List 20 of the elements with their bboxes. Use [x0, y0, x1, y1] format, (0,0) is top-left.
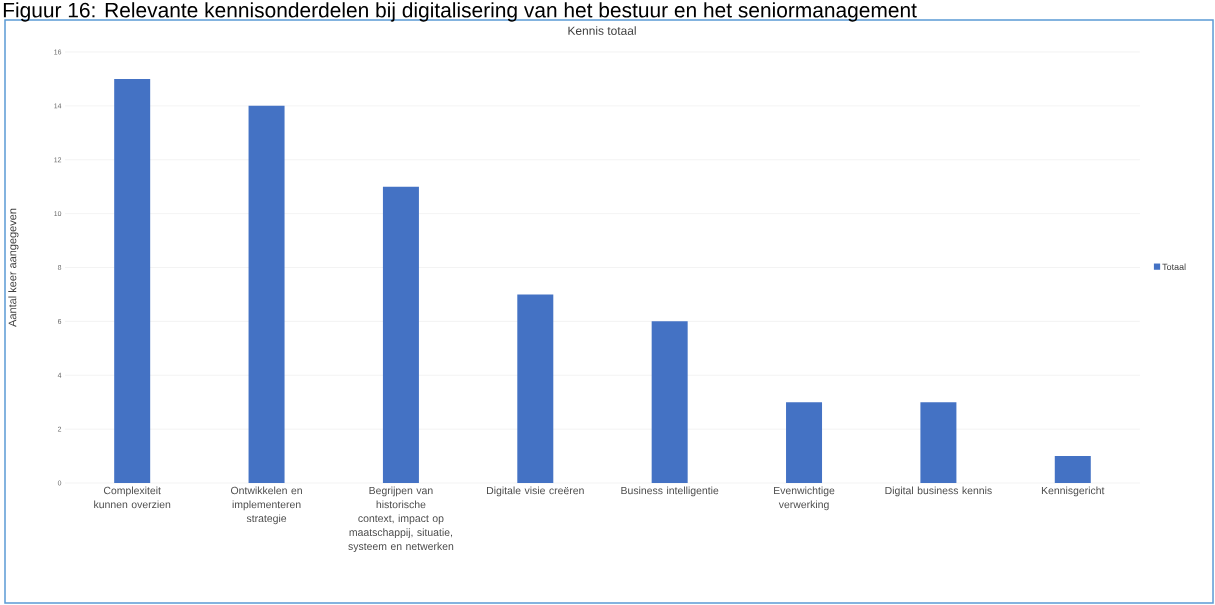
bar: [786, 402, 823, 483]
bar: [114, 78, 151, 483]
bar: [248, 105, 285, 483]
bar: [382, 186, 419, 483]
x-tick-label: Evenwichtige verwerking: [774, 486, 835, 511]
x-tick-label: Complexiteit kunnen overzien: [94, 486, 171, 509]
y-axis-title: Aantal keer aangegeven: [8, 208, 19, 327]
x-tick-label: Digital business kennis: [885, 486, 992, 497]
x-tick-label: Kennisgericht: [1041, 486, 1105, 497]
x-tick-label: Business intelligentie: [621, 486, 719, 497]
x-tick-label: Begrijpen van historische context, impact op maatschappij, situatie, systeem en netwerken: [348, 486, 454, 553]
bar: [1054, 456, 1091, 483]
x-tick-label: Ontwikkelen en implementeren strategie: [231, 486, 302, 525]
x-tick-label: Digitale visie creëren: [487, 486, 584, 497]
bar: [517, 294, 554, 483]
bar: [651, 321, 688, 483]
chart-subtitle: Kennis totaal: [568, 26, 636, 35]
chart-title: Figuur 16: Relevante kennisonderdelen bij digitalisering van het bestuur en het seniormanagement: [3, 2, 917, 22]
bar: [920, 402, 957, 483]
legend-label: Totaal: [1162, 263, 1186, 271]
